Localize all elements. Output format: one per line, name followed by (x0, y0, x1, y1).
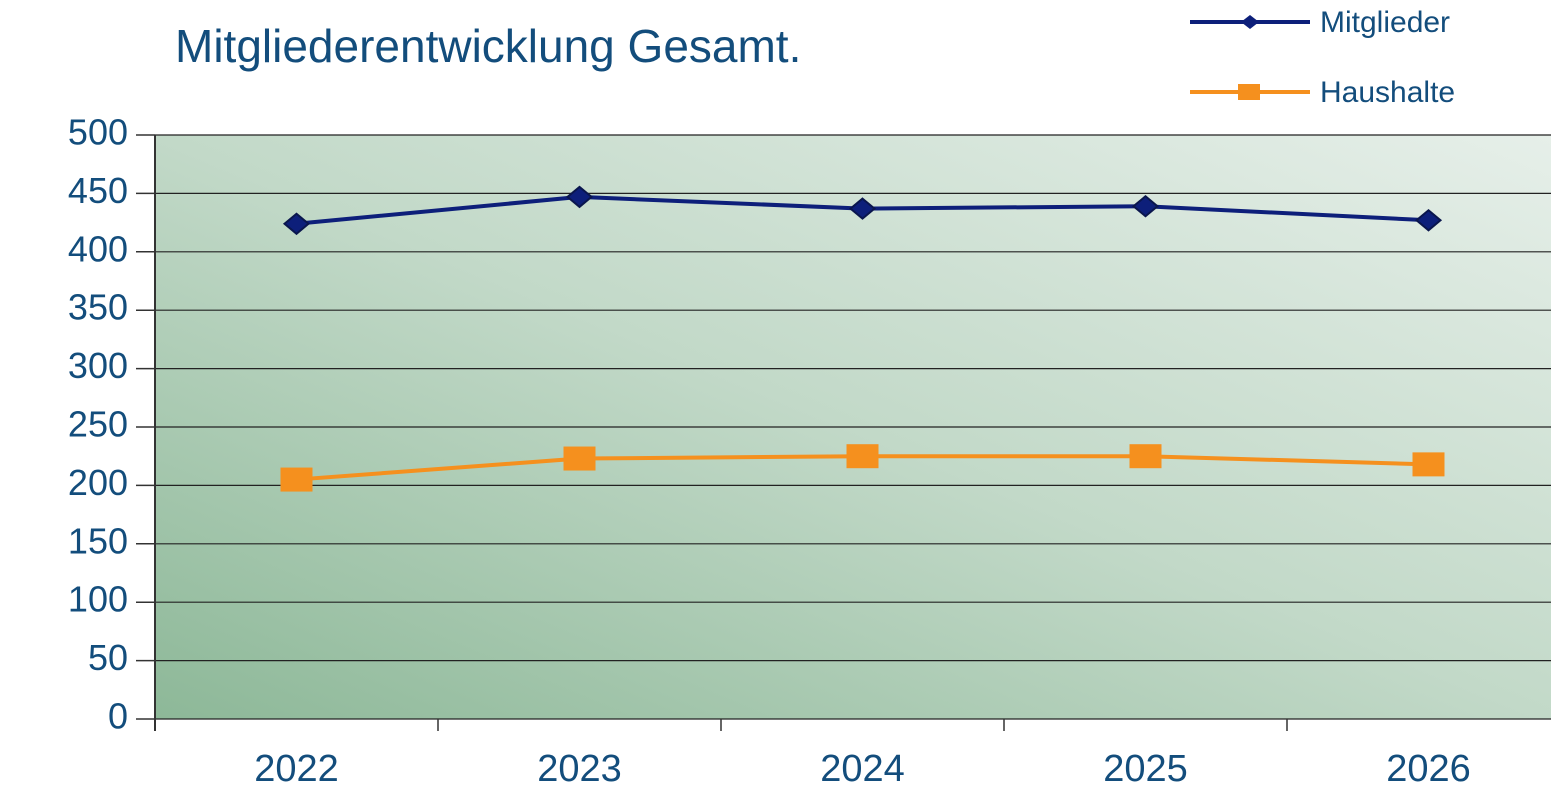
y-tick-label: 100 (68, 579, 128, 620)
chart-title: Mitgliederentwicklung Gesamt. (175, 20, 801, 72)
legend-label: Mitglieder (1320, 6, 1450, 39)
y-tick-label: 200 (68, 462, 128, 503)
data-point (1131, 194, 1160, 218)
data-point (282, 212, 311, 236)
legend-label: Haushalte (1320, 76, 1455, 109)
data-point (1129, 444, 1162, 469)
y-tick-label: 500 (68, 112, 128, 153)
y-tick-label: 300 (68, 345, 128, 386)
legend-marker (1241, 15, 1259, 29)
x-tick-label: 2023 (537, 748, 622, 790)
y-tick-label: 450 (68, 170, 128, 211)
y-tick-label: 250 (68, 404, 128, 445)
data-point (846, 444, 879, 469)
y-tick-label: 50 (88, 637, 128, 678)
data-point (848, 197, 877, 220)
x-tick-label: 2022 (254, 748, 339, 790)
data-point (565, 185, 594, 209)
y-tick-label: 350 (68, 287, 128, 328)
y-tick-label: 150 (68, 520, 128, 561)
y-tick-label: 0 (108, 696, 128, 737)
y-tick-label: 400 (68, 228, 128, 269)
data-point (1414, 208, 1443, 232)
data-point (563, 446, 596, 471)
legend-marker (1238, 84, 1260, 100)
x-tick-label: 2025 (1103, 748, 1188, 790)
data-point (1412, 452, 1445, 477)
x-tick-label: 2026 (1386, 748, 1471, 790)
x-tick-label: 2024 (820, 748, 905, 790)
data-point (280, 467, 313, 492)
